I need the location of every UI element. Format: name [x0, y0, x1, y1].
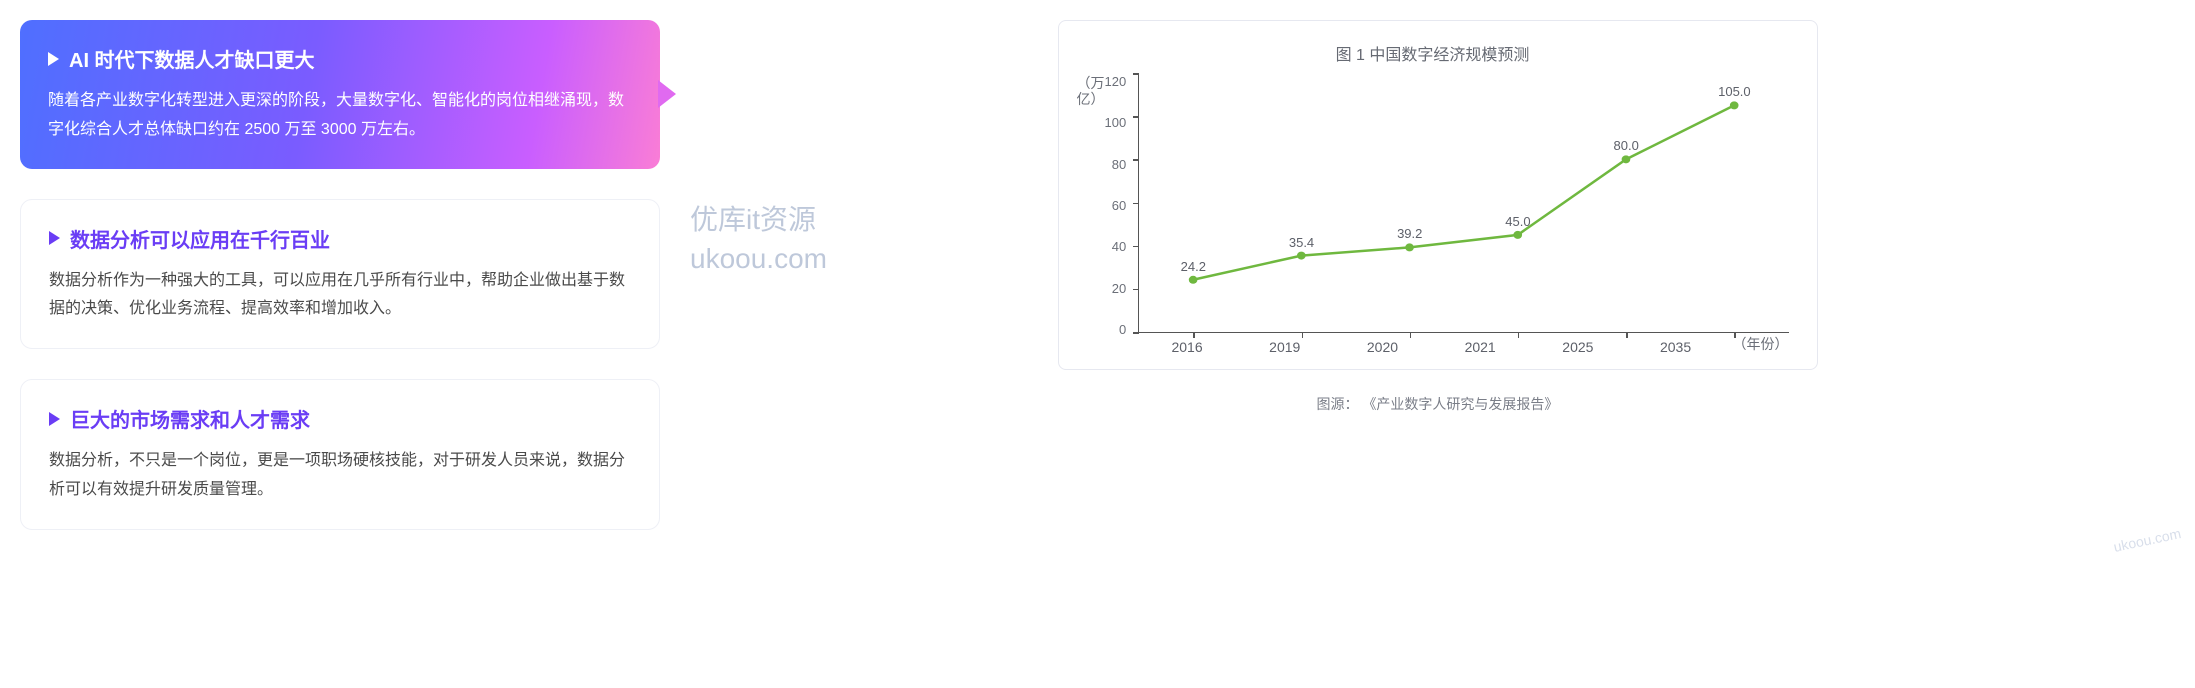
chart-marker	[1297, 252, 1306, 260]
chart-marker	[1189, 276, 1198, 284]
card-title: AI 时代下数据人才缺口更大	[48, 44, 632, 73]
card-title: 数据分析可以应用在千行百业	[49, 224, 631, 253]
x-tick-mark	[1410, 332, 1412, 338]
card-desc: 数据分析作为一种强大的工具，可以应用在几乎所有行业中，帮助企业做出基于数据的决策…	[49, 267, 631, 325]
y-tick-label: 40	[1112, 240, 1126, 254]
play-icon	[48, 52, 59, 66]
card-desc: 数据分析，不只是一个岗位，更是一项职场硬核技能，对于研发人员来说，数据分析可以有…	[49, 447, 631, 505]
point-label: 80.0	[1614, 138, 1639, 153]
chart-line	[1193, 105, 1734, 279]
point-label: 105.0	[1718, 84, 1751, 99]
source-text: 《产业数字人研究与发展报告》	[1362, 396, 1558, 412]
chart-marker	[1730, 101, 1739, 109]
x-tick-mark	[1193, 332, 1195, 338]
x-tick-mark	[1302, 332, 1304, 338]
y-tick-label: 120	[1105, 75, 1127, 89]
card-title-text: 巨大的市场需求和人才需求	[70, 404, 310, 433]
chart-box: 图 1 中国数字经济规模预测 （万亿） 120 100 80 60 40 20 0 24.2…	[1058, 20, 1818, 370]
page-container: AI 时代下数据人才缺口更大 随着各产业数字化转型进入更深的阶段，大量数字化、智…	[20, 20, 2175, 530]
y-tick-label: 20	[1112, 282, 1126, 296]
point-label: 45.0	[1505, 214, 1530, 229]
chart-title: 图 1 中国数字经济规模预测	[1077, 41, 1789, 65]
y-tick-label: 0	[1119, 323, 1126, 337]
y-axis-unit: （万亿）	[1077, 73, 1097, 355]
card-desc: 随着各产业数字化转型进入更深的阶段，大量数字化、智能化的岗位相继涌现，数字化综合…	[48, 87, 632, 145]
chart-marker	[1622, 155, 1631, 163]
y-tick-mark	[1133, 116, 1139, 118]
x-tick-mark	[1734, 332, 1736, 338]
line-chart-svg	[1139, 73, 1788, 332]
x-tick-label: 2019	[1236, 339, 1334, 355]
x-axis: 201620192020202120252035	[1138, 339, 1724, 355]
x-tick-label: 2016	[1138, 339, 1236, 355]
play-icon	[49, 412, 60, 426]
y-tick-mark	[1133, 159, 1139, 161]
chart-marker	[1405, 243, 1414, 251]
x-tick-label: 2025	[1529, 339, 1627, 355]
x-tick-label: 2035	[1627, 339, 1725, 355]
card-title-text: 数据分析可以应用在千行百业	[70, 224, 330, 253]
cards-column: AI 时代下数据人才缺口更大 随着各产业数字化转型进入更深的阶段，大量数字化、智…	[20, 20, 660, 530]
y-tick-mark	[1133, 289, 1139, 291]
card-title-text: AI 时代下数据人才缺口更大	[69, 44, 315, 73]
chart-source: 图源： 《产业数字人研究与发展报告》	[1317, 394, 1559, 414]
chart-inner: （万亿） 120 100 80 60 40 20 0 24.2 35.4 39.2 45.0 80.…	[1077, 73, 1789, 355]
point-label: 39.2	[1397, 226, 1422, 241]
card-ai-talent[interactable]: AI 时代下数据人才缺口更大 随着各产业数字化转型进入更深的阶段，大量数字化、智…	[20, 20, 660, 169]
y-tick-label: 100	[1105, 116, 1127, 130]
chart-column: 图 1 中国数字经济规模预测 （万亿） 120 100 80 60 40 20 0 24.2…	[700, 20, 2175, 414]
point-label: 24.2	[1181, 259, 1206, 274]
x-tick-mark	[1626, 332, 1628, 338]
point-label: 35.4	[1289, 235, 1314, 250]
x-tick-label: 2020	[1334, 339, 1432, 355]
y-tick-mark	[1133, 203, 1139, 205]
card-title: 巨大的市场需求和人才需求	[49, 404, 631, 433]
x-tick-label: 2021	[1431, 339, 1529, 355]
plot-wrap: 24.235.439.245.080.0105.0 20162019202020…	[1138, 73, 1788, 355]
chart-marker	[1514, 231, 1523, 239]
y-tick-mark	[1133, 73, 1139, 75]
y-axis: 120 100 80 60 40 20 0	[1105, 73, 1131, 355]
y-tick-label: 60	[1112, 199, 1126, 213]
card-industries[interactable]: 数据分析可以应用在千行百业 数据分析作为一种强大的工具，可以应用在几乎所有行业中…	[20, 199, 660, 350]
play-icon	[49, 231, 60, 245]
x-axis-unit: （年份）	[1733, 334, 1789, 354]
plot-area: 24.2 35.4 39.2 45.0 80.0 105.0	[1138, 73, 1788, 333]
y-tick-label: 80	[1112, 158, 1126, 172]
y-tick-mark	[1133, 332, 1139, 334]
card-market-demand[interactable]: 巨大的市场需求和人才需求 数据分析，不只是一个岗位，更是一项职场硬核技能，对于研…	[20, 379, 660, 530]
y-tick-mark	[1133, 246, 1139, 248]
x-tick-mark	[1518, 332, 1520, 338]
source-label: 图源：	[1317, 396, 1359, 412]
